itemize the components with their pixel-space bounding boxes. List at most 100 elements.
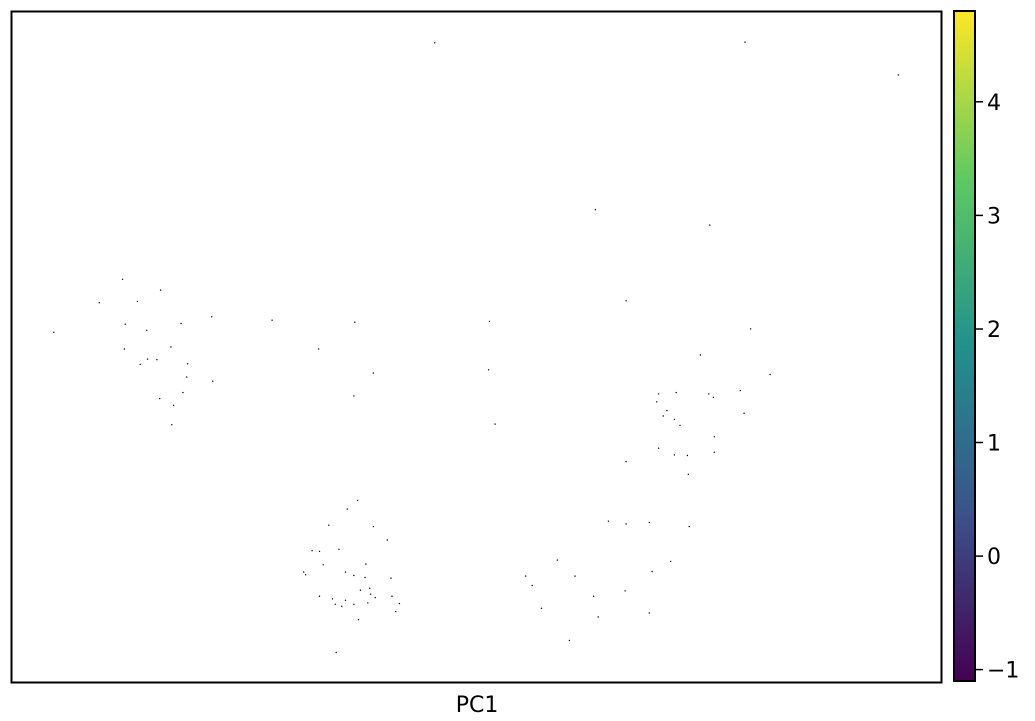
scatter-point (124, 323, 127, 325)
scatter-point (353, 574, 355, 577)
scatter-point (159, 397, 161, 400)
scatter-point (712, 396, 715, 398)
scatter-point (331, 598, 334, 600)
scatter-point (391, 595, 393, 597)
scatter-point (303, 571, 305, 573)
scatter-point (673, 418, 676, 421)
scatter-point (369, 593, 372, 595)
scatter-point (657, 447, 660, 449)
scatter-point (556, 559, 558, 561)
scatter-point (743, 412, 745, 414)
scatter-point (675, 391, 677, 394)
scatter-point (713, 436, 715, 438)
scatter-point (670, 560, 672, 563)
scatter-point (53, 331, 55, 333)
scatter-point (172, 404, 175, 406)
scatter-point (699, 354, 702, 356)
scatter-point (318, 550, 321, 553)
scatter-point (372, 525, 375, 528)
scatter-points (53, 41, 899, 654)
scatter-point (651, 570, 653, 573)
scatter-point (338, 548, 340, 550)
scatter-point (367, 602, 369, 604)
scatter-point (739, 389, 741, 392)
scatter-point (212, 380, 214, 382)
scatter-point (354, 321, 356, 323)
scatter-point (170, 346, 172, 348)
scatter-point (648, 612, 650, 614)
scatter-point (180, 322, 182, 325)
scatter-point (673, 454, 676, 456)
scatter-point (625, 523, 627, 525)
scatter-point (494, 423, 496, 425)
scatter-point (123, 348, 126, 350)
scatter-point (171, 424, 173, 426)
scatter-point (531, 584, 533, 587)
scatter-point (372, 372, 375, 374)
scatter-point (317, 348, 320, 350)
colorbar-ticks: 4 3 2 1 0 −1 (975, 91, 1019, 684)
scatter-point (568, 639, 571, 642)
scatter-point (341, 605, 343, 607)
scatter-point (769, 373, 771, 376)
scatter-point (334, 603, 336, 605)
scatter-point (398, 602, 401, 605)
scatter-point (686, 454, 689, 457)
scatter-point (139, 363, 141, 366)
scatter-point (648, 521, 650, 524)
scatter-point (487, 369, 490, 371)
colorbar-tick-label: 4 (987, 91, 1001, 116)
scatter-point (356, 499, 359, 502)
scatter-point (597, 616, 599, 618)
scatter-point (679, 424, 681, 427)
scatter-point (136, 300, 139, 303)
scatter-point (540, 607, 543, 609)
scatter-point (625, 300, 627, 302)
scatter-point (156, 359, 158, 361)
scatter-point (897, 74, 899, 76)
scatter-point (656, 401, 658, 403)
scatter-point (574, 575, 576, 577)
scatter-point (592, 595, 595, 597)
scatter-point (344, 571, 347, 573)
scatter-point (708, 393, 710, 395)
plot-area (10, 10, 943, 684)
scatter-point (322, 564, 324, 566)
scatter-point (434, 42, 436, 44)
scatter-point (318, 595, 321, 597)
scatter-point (709, 224, 711, 226)
colorbar-tick-label: 0 (987, 545, 1001, 570)
scatter-point (335, 651, 337, 654)
scatter-point (353, 603, 355, 605)
scatter-point (121, 278, 124, 280)
scatter-point (182, 391, 184, 394)
scatter-point (687, 473, 689, 475)
scatter-point (304, 574, 307, 576)
scatter-point (369, 587, 371, 589)
scatter-point (146, 358, 149, 360)
scatter-point (271, 319, 273, 321)
scatter-point (749, 328, 752, 330)
scatter-point (688, 525, 690, 528)
scatter-point (328, 524, 330, 526)
scatter-point (744, 41, 746, 43)
colorbar-tick-label: 3 (987, 204, 1001, 229)
scatter-point (624, 590, 626, 592)
scatter-point (359, 589, 362, 591)
colorbar-tick-label: 1 (987, 432, 1001, 457)
scatter-point (662, 415, 664, 417)
scatter-point (98, 302, 101, 304)
scatter-point (311, 550, 313, 552)
scatter-point (365, 563, 367, 565)
scatter-point (186, 376, 188, 378)
scatter-point (346, 508, 349, 510)
scatter-point (713, 451, 715, 453)
scatter-point (625, 460, 627, 463)
scatter-point (186, 363, 189, 365)
scatter-point (357, 619, 360, 621)
scatter-point (607, 520, 610, 522)
scatter-point (344, 599, 347, 601)
scatter-point (146, 329, 148, 331)
